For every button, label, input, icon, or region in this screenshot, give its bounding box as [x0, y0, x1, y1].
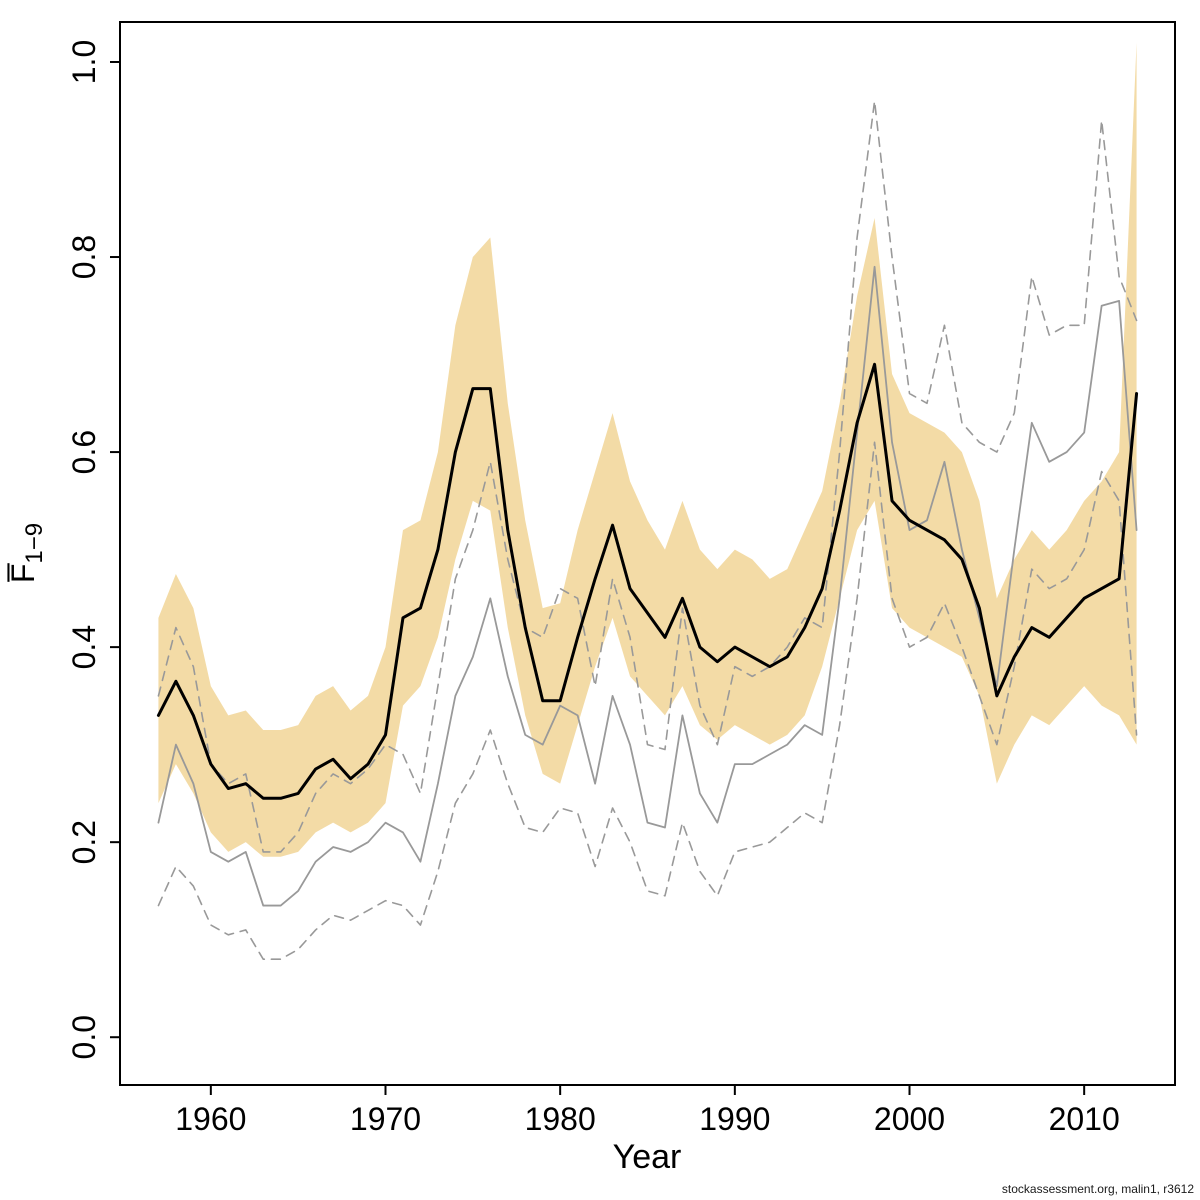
- x-tick-label: 1970: [350, 1101, 421, 1137]
- y-tick-label: 0.6: [66, 430, 102, 474]
- y-axis-label-subscript: 1−9: [21, 523, 48, 564]
- plot-border: [119, 21, 1176, 1086]
- x-tick-label: 2010: [1049, 1101, 1120, 1137]
- y-tick-label: 0.4: [66, 625, 102, 669]
- y-axis-label: F̅1−9: [5, 523, 48, 583]
- y-tick-label: 0.8: [66, 235, 102, 279]
- comparison-run-lower-ci-line: [157, 441, 1138, 960]
- x-tick-label: 1960: [175, 1101, 246, 1137]
- y-tick-label: 0.2: [66, 820, 102, 864]
- x-axis: 1960 1970 1980 1990 2000 2010: [175, 1085, 1120, 1137]
- y-tick-label: 0.0: [66, 1015, 102, 1059]
- series-lines-group: [156, 100, 1139, 960]
- y-axis-label-base: F̅: [5, 563, 41, 584]
- estimate-confidence-band: [158, 42, 1137, 857]
- confidence-band-group: [158, 42, 1137, 857]
- footer-credit: stockassessment.org, malin1, r3612: [1001, 1182, 1194, 1196]
- x-axis-label: Year: [613, 1138, 682, 1176]
- comparison-run-upper-ci-line: [157, 100, 1138, 853]
- y-tick-label: 1.0: [66, 40, 102, 84]
- y-axis: 0.0 0.2 0.4 0.6 0.8 1.0: [66, 40, 120, 1059]
- x-tick-label: 1980: [525, 1101, 596, 1137]
- x-tick-label: 2000: [874, 1101, 945, 1137]
- current-run-estimate-line: [156, 362, 1139, 800]
- x-tick-label: 1990: [699, 1101, 770, 1137]
